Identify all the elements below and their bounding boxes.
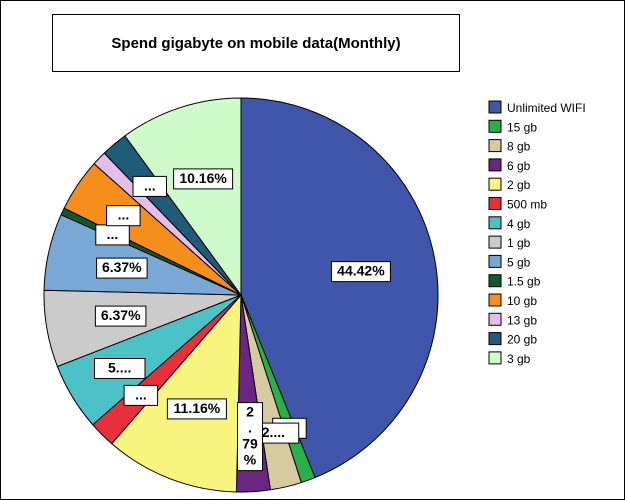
- legend-label: 3 gb: [507, 352, 531, 366]
- svg-text:10.16%: 10.16%: [179, 170, 227, 186]
- svg-text:2....: 2....: [262, 424, 285, 440]
- data-label-10-gb: ...: [106, 205, 141, 227]
- svg-text:2: 2: [246, 404, 254, 420]
- legend-item-unlimited-wifi: Unlimited WIFI: [488, 100, 586, 115]
- legend-item-3-gb: 3 gb: [488, 351, 531, 366]
- svg-text:...: ...: [118, 207, 130, 223]
- legend-label: 13 gb: [507, 313, 537, 327]
- svg-text:...: ...: [144, 177, 156, 193]
- legend-swatch: [488, 177, 502, 191]
- legend-label: 10 gb: [507, 294, 537, 308]
- svg-text:%: %: [244, 452, 257, 468]
- svg-text:79: 79: [242, 436, 258, 452]
- legend-item-15-gb: 15 gb: [488, 119, 537, 134]
- legend-label: 8 gb: [507, 140, 531, 154]
- legend-label: 1.5 gb: [507, 275, 541, 289]
- svg-text:.: .: [248, 420, 252, 436]
- svg-text:11.16%: 11.16%: [174, 400, 221, 416]
- legend-label: 1 gb: [507, 236, 531, 250]
- svg-text:...: ...: [135, 386, 147, 402]
- legend-swatch: [488, 274, 502, 288]
- data-label-4-gb: 5....: [94, 358, 146, 379]
- legend-label: 6 gb: [507, 159, 531, 173]
- data-label-2-gb: 11.16%: [166, 398, 227, 420]
- legend-swatch: [488, 100, 502, 114]
- legend-item-1-gb: 1 gb: [488, 235, 531, 250]
- svg-text:...: ...: [107, 226, 119, 242]
- svg-text:44.42%: 44.42%: [337, 263, 385, 279]
- data-label-20-gb: ...: [132, 175, 167, 197]
- data-label-500-mb: ...: [123, 384, 159, 406]
- legend-item-4-gb: 4 gb: [488, 216, 531, 231]
- legend-item-5-gb: 5 gb: [488, 254, 531, 269]
- legend-item-1-5-gb: 1.5 gb: [488, 274, 541, 289]
- legend-label: Unlimited WIFI: [507, 101, 586, 115]
- data-label-3-gb: 10.16%: [173, 168, 234, 190]
- data-label-5-gb: 6.37%: [96, 257, 148, 279]
- legend-swatch: [488, 197, 502, 210]
- legend-item-6-gb: 6 gb: [488, 158, 531, 173]
- svg-text:5....: 5....: [108, 360, 131, 376]
- legend-item-8-gb: 8 gb: [488, 139, 531, 154]
- data-label-1-5-gb: ...: [95, 224, 130, 246]
- pie-slice-3-gb: [124, 97, 242, 297]
- legend-item-2-gb: 2 gb: [488, 177, 531, 192]
- data-label-unlimited-wifi: 44.42%: [330, 261, 391, 283]
- legend-item-10-gb: 10 gb: [488, 293, 537, 308]
- legend-swatch: [488, 158, 502, 172]
- svg-text:6.37%: 6.37%: [101, 307, 141, 323]
- legend-swatch: [488, 312, 502, 326]
- legend-label: 2 gb: [507, 178, 531, 192]
- legend-item-13-gb: 13 gb: [488, 312, 537, 327]
- legend-swatch: [488, 332, 502, 346]
- legend-swatch: [488, 293, 502, 307]
- legend-label: 15 gb: [507, 120, 537, 134]
- legend-swatch: [488, 216, 502, 230]
- pie-slice-2-gb: [111, 293, 242, 493]
- data-label-6-gb: 2.79%: [237, 402, 263, 472]
- legend-label: 500 mb: [507, 198, 547, 212]
- legend-label: 5 gb: [507, 255, 531, 269]
- legend-item-20-gb: 20 gb: [488, 332, 537, 347]
- legend-swatch: [488, 119, 502, 133]
- legend-swatch: [488, 235, 502, 249]
- legend-swatch: [488, 351, 502, 365]
- data-label-1-gb: 6.37%: [94, 305, 147, 327]
- legend-swatch: [488, 139, 502, 153]
- pie-slice-unlimited-wifi: [240, 97, 439, 479]
- legend-label: 20 gb: [507, 333, 537, 347]
- legend-label: 4 gb: [507, 217, 531, 231]
- legend-item-500-mb: 500 mb: [488, 197, 547, 212]
- svg-text:6.37%: 6.37%: [102, 259, 142, 275]
- chart-title: Spend gigabyte on mobile data(Monthly): [52, 14, 460, 72]
- legend-swatch: [488, 254, 502, 268]
